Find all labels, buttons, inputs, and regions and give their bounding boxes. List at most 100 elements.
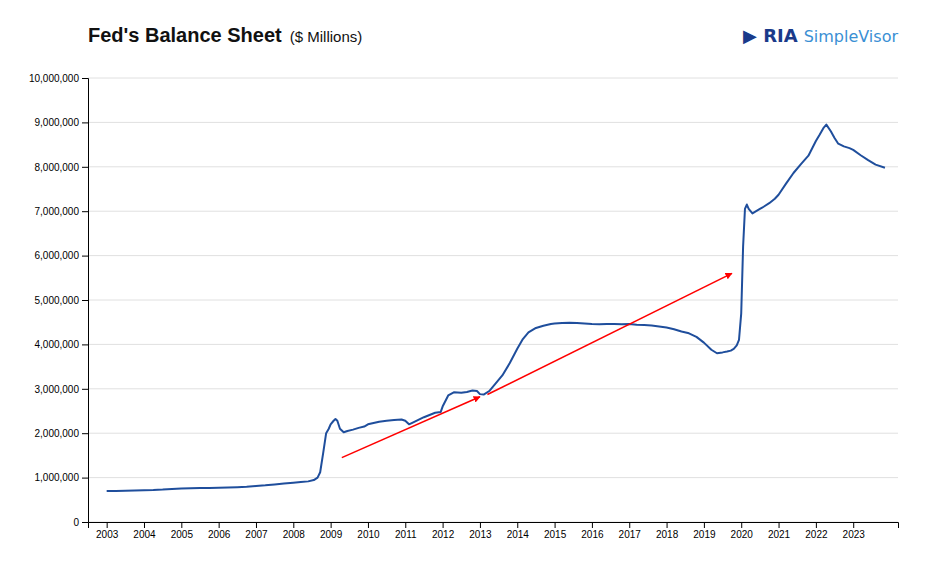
arrow <box>487 273 731 394</box>
grid-line <box>88 300 898 301</box>
x-tick: 2017 <box>619 522 642 540</box>
plot-area <box>107 125 885 491</box>
line <box>107 125 885 491</box>
arrow <box>342 397 480 458</box>
x-tick: 2003 <box>96 522 119 540</box>
y-tick: 9,000,000 <box>35 117 89 128</box>
x-tick-label: 2023 <box>843 529 866 540</box>
y-tick: 0 <box>73 517 88 528</box>
grid-line <box>88 166 898 167</box>
x-tick: 2018 <box>656 522 679 540</box>
x-tick-label: 2012 <box>432 529 455 540</box>
y-tick-mark <box>82 300 88 301</box>
x-tick-label: 2005 <box>171 529 194 540</box>
x-tick-label: 2009 <box>320 529 343 540</box>
x-tick-label: 2022 <box>805 529 828 540</box>
x-tick-label: 2018 <box>656 529 679 540</box>
x-tick-mark <box>555 522 556 528</box>
y-axis-line <box>82 79 89 523</box>
y-tick: 6,000,000 <box>35 250 89 261</box>
grid-line <box>88 344 898 345</box>
y-tick-label: 8,000,000 <box>35 162 80 173</box>
x-tick-label: 2008 <box>283 529 306 540</box>
x-axis-line <box>89 523 899 529</box>
grid-line <box>88 433 898 434</box>
x-tick: 2016 <box>581 522 604 540</box>
grid <box>88 78 898 522</box>
x-tick-label: 2015 <box>544 529 567 540</box>
y-tick-label: 3,000,000 <box>35 384 80 395</box>
x-axis: 2003 2004 2005 2006 2007 2008 2009 2010 2011 2012… <box>89 522 899 540</box>
x-tick-label: 2020 <box>731 529 754 540</box>
y-tick-mark <box>82 478 88 479</box>
x-tick: 2020 <box>731 522 754 540</box>
y-tick-mark <box>82 256 88 257</box>
x-tick-label: 2011 <box>395 529 417 540</box>
x-tick-label: 2010 <box>357 529 380 540</box>
x-tick: 2014 <box>507 522 530 540</box>
x-tick: 2011 <box>395 522 417 540</box>
y-tick-label: 4,000,000 <box>35 339 80 350</box>
x-tick: 2012 <box>432 522 455 540</box>
y-tick-label: 6,000,000 <box>35 250 80 261</box>
x-tick-mark <box>368 522 369 528</box>
x-tick-mark <box>144 522 145 528</box>
y-tick-mark <box>82 389 88 390</box>
y-tick: 7,000,000 <box>35 206 89 217</box>
y-tick: 10,000,000 <box>29 73 88 84</box>
x-tick: 2009 <box>320 522 343 540</box>
x-tick: 2004 <box>133 522 156 540</box>
grid-line <box>88 211 898 212</box>
x-tick: 2022 <box>805 522 828 540</box>
x-tick-label: 2007 <box>245 529 268 540</box>
x-tick-mark <box>517 522 518 528</box>
y-tick-mark <box>82 211 88 212</box>
grid-line <box>88 255 898 256</box>
x-tick: 2021 <box>768 522 791 540</box>
annotation: SimpleVisor <box>804 27 899 46</box>
y-tick: 1,000,000 <box>35 472 89 483</box>
x-tick-mark <box>219 522 220 528</box>
x-tick-mark <box>779 522 780 528</box>
x-tick-mark <box>256 522 257 528</box>
y-tick-mark <box>82 78 88 79</box>
title: Fed's Balance Sheet <box>88 24 282 46</box>
x-tick-mark <box>704 522 705 528</box>
x-tick: 2010 <box>357 522 380 540</box>
grid-line <box>88 477 898 478</box>
y-tick-mark <box>82 522 88 523</box>
y-tick: 2,000,000 <box>35 428 89 439</box>
annotation: ▶ RIA <box>743 25 798 46</box>
y-tick-label: 7,000,000 <box>35 206 80 217</box>
x-tick-mark <box>107 522 108 528</box>
x-tick-label: 2021 <box>768 529 791 540</box>
x-tick-mark <box>405 522 406 528</box>
y-tick-mark <box>82 167 88 168</box>
x-tick-label: 2013 <box>469 529 492 540</box>
x-tick-mark <box>592 522 593 528</box>
x-tick: 2006 <box>208 522 231 540</box>
x-tick-label: 2006 <box>208 529 231 540</box>
x-tick: 2007 <box>245 522 268 540</box>
x-tick: 2023 <box>843 522 866 540</box>
x-tick-mark <box>443 522 444 528</box>
subtitle: ($ Millions) <box>290 28 363 45</box>
x-tick-label: 2016 <box>581 529 604 540</box>
x-tick-mark <box>741 522 742 528</box>
x-tick-label: 2019 <box>693 529 716 540</box>
y-tick-mark <box>82 433 88 434</box>
x-tick-label: 2003 <box>96 529 119 540</box>
y-tick-label: 10,000,000 <box>29 73 79 84</box>
y-axis: 0 1,000,000 2,000,000 3,000,000 4,000,000 5,0… <box>29 73 89 528</box>
x-tick-label: 2014 <box>507 529 530 540</box>
x-tick: 2008 <box>283 522 306 540</box>
x-tick: 2013 <box>469 522 492 540</box>
chart: 2003 2004 2005 2006 2007 2008 2009 2010 2011 2012… <box>0 0 928 567</box>
grid-line <box>88 78 898 79</box>
x-tick-label: 2004 <box>133 529 156 540</box>
y-tick-label: 5,000,000 <box>35 295 80 306</box>
x-tick-mark <box>331 522 332 528</box>
y-tick: 4,000,000 <box>35 339 89 350</box>
y-tick-mark <box>82 344 88 345</box>
x-tick-mark <box>816 522 817 528</box>
